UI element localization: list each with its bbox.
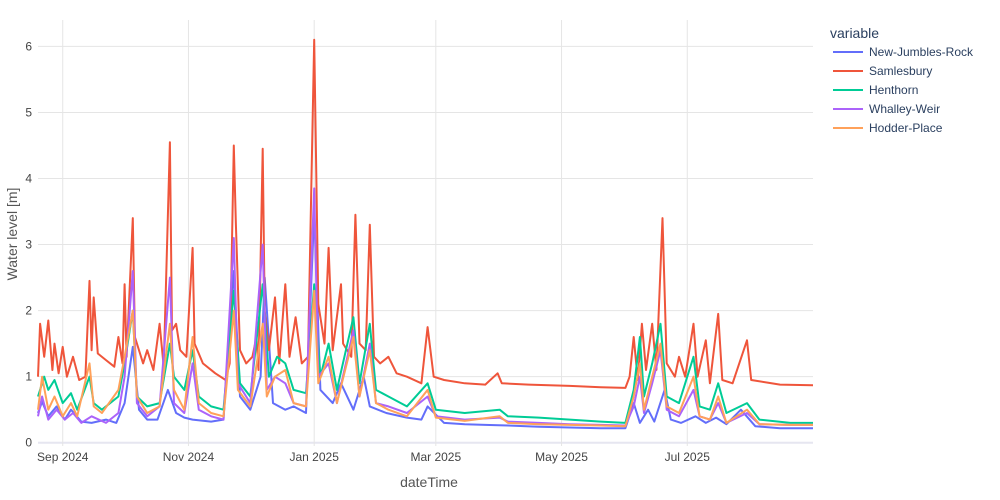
x-axis-title: dateTime xyxy=(400,474,458,490)
legend-item-label: Whalley-Weir xyxy=(869,102,940,116)
legend-item-label: New-Jumbles-Rock xyxy=(869,45,974,59)
series-lines xyxy=(37,38,814,430)
legend-item-label: Henthorn xyxy=(869,83,918,97)
legend: variable New-Jumbles-Rock Samlesbury Henth… xyxy=(830,25,974,135)
x-tick-label: Nov 2024 xyxy=(163,450,215,464)
legend-item-label: Samlesbury xyxy=(869,64,932,78)
y-tick-label: 4 xyxy=(25,172,32,186)
series-line-samlesbury xyxy=(37,38,814,389)
legend-items: New-Jumbles-Rock Samlesbury Henthorn Whalle… xyxy=(833,45,974,135)
legend-item-label: Hodder-Place xyxy=(869,121,943,135)
x-tick-label: Jul 2025 xyxy=(665,450,711,464)
x-axis-ticks: Sep 2024 Nov 2024 Jan 2025 Mar 2025 May 2025… xyxy=(37,450,710,464)
y-tick-label: 5 xyxy=(25,105,32,119)
y-axis-title: Water level [m] xyxy=(4,188,20,281)
x-tick-label: Jan 2025 xyxy=(290,450,340,464)
y-tick-label: 6 xyxy=(25,39,32,53)
x-tick-label: Sep 2024 xyxy=(37,450,89,464)
y-tick-label: 2 xyxy=(25,304,32,318)
y-tick-label: 1 xyxy=(25,370,32,384)
x-tick-label: Mar 2025 xyxy=(410,450,461,464)
series-line-hodder-place xyxy=(37,289,813,428)
y-tick-label: 3 xyxy=(25,238,32,252)
legend-title: variable xyxy=(830,25,879,41)
y-axis-ticks: 0 1 2 3 4 5 6 xyxy=(25,39,32,449)
x-tick-label: May 2025 xyxy=(535,450,588,464)
y-tick-label: 0 xyxy=(25,436,32,450)
series-line-new-jumbles-rock xyxy=(37,210,813,430)
